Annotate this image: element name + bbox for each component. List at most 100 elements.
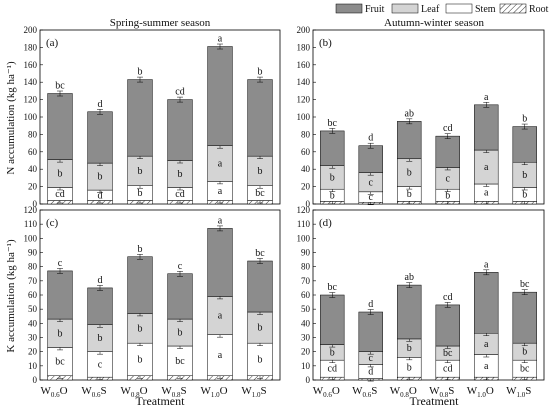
y-tick-label: 80 bbox=[301, 129, 311, 139]
bar-segment-fruit bbox=[167, 99, 193, 161]
significance-letter: b bbox=[407, 362, 412, 373]
x-tick-label: W1.0O bbox=[467, 385, 494, 399]
significance-letter: bc bbox=[328, 282, 338, 293]
bar-segment-fruit bbox=[320, 294, 345, 345]
legend: Fruit Leaf Stem Root bbox=[335, 3, 549, 15]
legend-swatch-fruit bbox=[335, 3, 363, 14]
y-tick-label: 100 bbox=[297, 233, 311, 243]
significance-letter: c bbox=[369, 353, 374, 364]
bar-segment-leaf bbox=[47, 318, 73, 348]
y-tick-label: 60 bbox=[301, 290, 311, 300]
season-title-autumn: Autumn-winter season bbox=[384, 17, 484, 29]
significance-letter: bc bbox=[255, 248, 265, 259]
significance-letter: b bbox=[138, 354, 143, 365]
significance-letter: c bbox=[58, 258, 63, 269]
x-tick-label: W1.0O bbox=[200, 385, 227, 399]
x-tick-label: W0.8S bbox=[429, 385, 454, 399]
significance-letter: c bbox=[178, 261, 183, 272]
bar-segment-fruit bbox=[358, 145, 383, 173]
y-tick-label: 0 bbox=[33, 375, 38, 385]
significance-letter: d bbox=[368, 299, 373, 310]
y-tick-label: 40 bbox=[301, 164, 311, 174]
significance-letter: a bbox=[218, 159, 223, 170]
significance-letter: b bbox=[522, 347, 527, 358]
significance-letter: cd bbox=[443, 123, 452, 134]
significance-letter: b bbox=[258, 323, 263, 334]
y-tick-label: 40 bbox=[28, 318, 38, 328]
y-tick-label: 80 bbox=[301, 262, 311, 272]
legend-swatch-root bbox=[499, 3, 527, 14]
panel-label: (a) bbox=[46, 37, 59, 49]
ylabel-n: N accumulation (kg ha⁻¹) bbox=[5, 61, 17, 175]
significance-letter: b bbox=[407, 343, 412, 354]
significance-letter: b bbox=[258, 166, 263, 177]
ylabel-k: K accumulation (kg ha⁻¹) bbox=[5, 239, 17, 353]
y-tick-label: 10 bbox=[301, 361, 311, 371]
bar-segment-stem bbox=[247, 342, 273, 376]
significance-letter: b bbox=[58, 328, 63, 339]
bar-segment-fruit bbox=[474, 272, 499, 334]
significance-letter: d bbox=[98, 190, 103, 201]
significance-letter: d bbox=[98, 275, 103, 286]
significance-letter: a bbox=[218, 350, 223, 361]
panel-c: 0102030405060708090100110120(c)bbcbcW0.6… bbox=[24, 205, 281, 399]
y-tick-label: 50 bbox=[301, 304, 311, 314]
bar-segment-fruit bbox=[207, 228, 233, 297]
y-tick-label: 90 bbox=[301, 248, 311, 258]
significance-letter: b bbox=[258, 67, 263, 78]
legend-swatch-leaf bbox=[391, 3, 419, 14]
bar-segment-fruit bbox=[247, 260, 273, 313]
bar-segment-fruit bbox=[167, 273, 193, 320]
significance-letter: b bbox=[407, 168, 412, 179]
y-tick-label: 70 bbox=[28, 276, 38, 286]
x-tick-label: W0.8O bbox=[390, 385, 417, 399]
bar-segment-fruit bbox=[474, 104, 499, 151]
significance-letter: a bbox=[484, 162, 489, 173]
significance-letter: b bbox=[138, 188, 143, 199]
y-tick-label: 20 bbox=[28, 182, 38, 192]
significance-letter: b bbox=[138, 166, 143, 177]
significance-letter: a bbox=[484, 188, 489, 199]
y-tick-label: 30 bbox=[28, 333, 38, 343]
y-tick-label: 80 bbox=[28, 262, 38, 272]
significance-letter: a bbox=[218, 215, 223, 226]
y-tick-label: 120 bbox=[24, 205, 38, 215]
significance-letter: b bbox=[445, 190, 450, 201]
legend-label-root: Root bbox=[529, 4, 549, 15]
significance-letter: a bbox=[218, 311, 223, 322]
significance-letter: d bbox=[368, 133, 373, 144]
y-tick-label: 10 bbox=[28, 361, 38, 371]
bar-segment-stem bbox=[127, 342, 153, 376]
significance-letter: b bbox=[330, 172, 335, 183]
y-tick-label: 70 bbox=[301, 276, 311, 286]
significance-letter: bc bbox=[328, 118, 338, 129]
legend-label-fruit: Fruit bbox=[365, 4, 385, 15]
y-tick-label: 100 bbox=[297, 112, 311, 122]
y-tick-label: 80 bbox=[28, 129, 38, 139]
panel-b: 020406080100120140160180200(b)bbbbccccdb… bbox=[297, 25, 545, 209]
bar-segment-fruit bbox=[435, 304, 460, 347]
panel-label: (d) bbox=[319, 217, 332, 229]
x-tick-label: W0.6S bbox=[81, 385, 106, 399]
bar-segment-fruit bbox=[207, 46, 233, 146]
plot-frame bbox=[39, 29, 281, 205]
significance-letter: b bbox=[178, 169, 183, 180]
bar-segment-leaf bbox=[167, 160, 193, 188]
season-title-spring: Spring-summer season bbox=[110, 17, 211, 29]
y-tick-label: 90 bbox=[28, 248, 38, 258]
legend-swatch-stem bbox=[445, 3, 473, 14]
xlabel-left: Treatment bbox=[136, 394, 186, 408]
plot-frame bbox=[39, 209, 281, 381]
significance-letter: cd bbox=[175, 87, 184, 98]
significance-letter: d bbox=[98, 99, 103, 110]
y-tick-label: 180 bbox=[297, 42, 311, 52]
x-tick-label: W1.0S bbox=[241, 385, 266, 399]
significance-letter: d bbox=[368, 367, 373, 378]
significance-letter: bc bbox=[175, 356, 185, 367]
bar-segment-fruit bbox=[358, 311, 383, 352]
significance-letter: b bbox=[98, 333, 103, 344]
panel-a: 0 20 40 60 80 100 120 140 160 180 200 (a) bc cd b bc cd b… bbox=[24, 25, 281, 209]
significance-letter: b bbox=[98, 172, 103, 183]
bar-segment-fruit bbox=[47, 93, 73, 160]
y-tick-label: 20 bbox=[301, 182, 311, 192]
